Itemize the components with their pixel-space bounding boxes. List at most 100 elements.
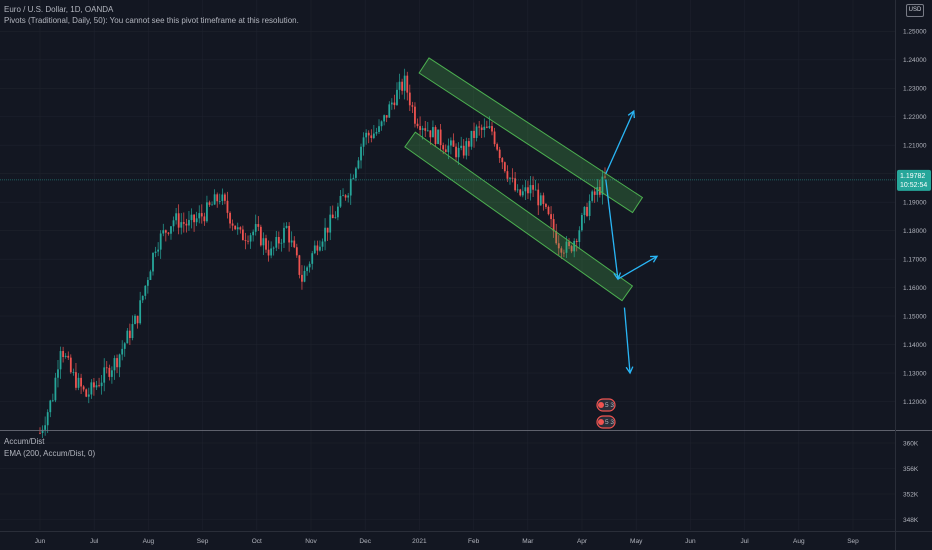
candle-body bbox=[198, 213, 201, 219]
arrow-head bbox=[627, 109, 635, 119]
time-tick-label: Oct bbox=[252, 538, 262, 545]
candle-body bbox=[231, 223, 234, 226]
candle-body bbox=[339, 195, 342, 207]
candle-body bbox=[434, 127, 437, 144]
candle-body bbox=[352, 177, 355, 179]
candle-body bbox=[424, 128, 427, 131]
candle-body bbox=[128, 330, 131, 339]
candle-body bbox=[190, 214, 193, 221]
candle-body bbox=[93, 382, 95, 388]
candle-body bbox=[139, 300, 142, 324]
arrow-drawings[interactable] bbox=[605, 109, 659, 375]
candle-body bbox=[593, 191, 596, 195]
candle-body bbox=[485, 126, 488, 128]
pivots-legend[interactable]: Pivots (Traditional, Daily, 50): You can… bbox=[4, 16, 299, 25]
candle-body bbox=[123, 343, 126, 349]
price-axis-ticks: 1.250001.240001.230001.220001.210001.200… bbox=[903, 29, 927, 406]
event-badge[interactable]: 5 3 bbox=[596, 415, 616, 429]
time-tick-label: Nov bbox=[305, 538, 317, 545]
price-tick-label: 1.19000 bbox=[903, 199, 927, 206]
candle-body bbox=[432, 127, 434, 138]
candle-body bbox=[162, 230, 165, 234]
candle-body bbox=[354, 168, 357, 178]
candle-body bbox=[570, 246, 573, 252]
candle-body bbox=[411, 105, 414, 107]
price-tick-label: 1.18000 bbox=[903, 228, 927, 235]
candle-body bbox=[254, 224, 257, 232]
price-tick-label: 1.13000 bbox=[903, 370, 927, 377]
candle-body bbox=[604, 176, 606, 178]
currency-button[interactable]: USD bbox=[906, 4, 924, 17]
candle-body bbox=[67, 355, 70, 358]
time-tick-label: Jul bbox=[740, 538, 749, 545]
candle-body bbox=[280, 242, 283, 244]
channel-drawings[interactable] bbox=[404, 57, 644, 302]
candle-body bbox=[175, 213, 178, 221]
event-badges[interactable]: 5 3 5 3 bbox=[596, 398, 616, 429]
candle-body bbox=[465, 141, 468, 156]
candle-body bbox=[385, 115, 388, 118]
price-tick-label: 1.21000 bbox=[903, 143, 927, 150]
candle-body bbox=[563, 252, 565, 254]
last-price-countdown: 10:52:54 bbox=[900, 182, 927, 189]
candle-body bbox=[265, 238, 267, 250]
candle-body bbox=[236, 227, 239, 230]
flag-icon bbox=[598, 419, 604, 425]
time-tick-label: Jul bbox=[90, 538, 99, 545]
candle-body bbox=[534, 189, 537, 191]
candle-body bbox=[54, 377, 57, 401]
candle-body bbox=[483, 126, 486, 130]
candle-body bbox=[408, 92, 411, 106]
candle-body bbox=[478, 126, 481, 128]
candle-body bbox=[62, 351, 65, 358]
candle-body bbox=[283, 227, 285, 243]
candle-body bbox=[259, 226, 262, 246]
price-tick-label: 1.22000 bbox=[903, 114, 927, 121]
event-badge[interactable]: 5 3 bbox=[596, 398, 616, 412]
candle-body bbox=[398, 81, 401, 90]
candle-body bbox=[457, 147, 460, 158]
time-tick-label: Mar bbox=[522, 538, 534, 545]
candle-body bbox=[154, 251, 157, 253]
candle-body bbox=[200, 213, 203, 217]
candle-body bbox=[555, 231, 558, 244]
candle-body bbox=[378, 126, 380, 133]
symbol-title[interactable]: Euro / U.S. Dollar, 1D, OANDA bbox=[4, 5, 114, 14]
candle-body bbox=[480, 127, 483, 130]
last-price-value: 1.19782 bbox=[900, 173, 925, 180]
candle-body bbox=[406, 75, 409, 93]
candle-body bbox=[100, 382, 103, 387]
last-price-tag bbox=[897, 169, 931, 191]
candle-body bbox=[337, 206, 339, 218]
time-tick-label: Sep bbox=[847, 538, 859, 545]
candle-body bbox=[393, 102, 396, 106]
candle-body bbox=[118, 354, 121, 368]
price-tick-label: 1.12000 bbox=[903, 399, 927, 406]
candle-body bbox=[182, 222, 185, 224]
candle-body bbox=[301, 274, 303, 282]
indicator-title[interactable]: Accum/Dist bbox=[4, 437, 45, 446]
candle-body bbox=[213, 194, 216, 205]
candle-body bbox=[136, 315, 139, 324]
candle-body bbox=[321, 241, 324, 247]
candle-body bbox=[149, 271, 152, 281]
candle-body bbox=[229, 212, 231, 224]
candle-body bbox=[362, 137, 365, 147]
candle-body bbox=[344, 195, 347, 198]
candle-body bbox=[82, 386, 85, 390]
candle-body bbox=[580, 215, 583, 231]
candles bbox=[39, 68, 606, 439]
candle-body bbox=[167, 232, 170, 234]
indicator-ema-title[interactable]: EMA (200, Accum/Dist, 0) bbox=[4, 449, 96, 458]
candle-body bbox=[308, 263, 311, 268]
candle-body bbox=[59, 351, 62, 370]
time-tick-label: Dec bbox=[359, 538, 371, 545]
candle-body bbox=[529, 185, 532, 194]
candle-body bbox=[542, 195, 545, 204]
candle-body bbox=[218, 201, 221, 202]
candle-body bbox=[87, 394, 90, 397]
candle-body bbox=[262, 238, 265, 246]
candle-body bbox=[506, 171, 509, 179]
candle-body bbox=[347, 195, 350, 198]
